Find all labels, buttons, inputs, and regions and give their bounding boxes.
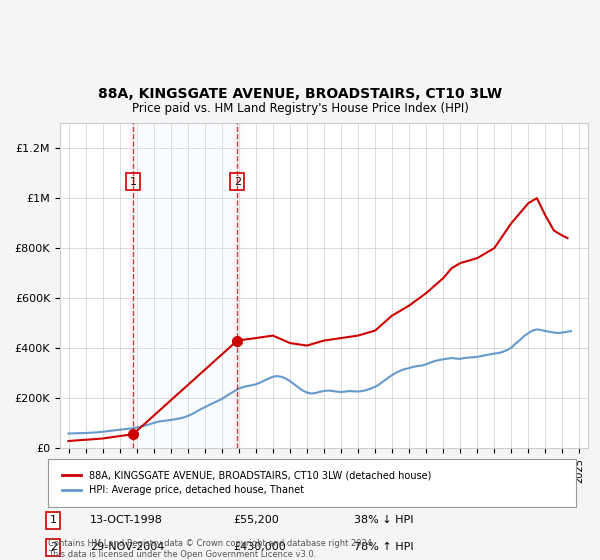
Text: 1: 1 (50, 515, 57, 525)
Text: Price paid vs. HM Land Registry's House Price Index (HPI): Price paid vs. HM Land Registry's House … (131, 102, 469, 115)
Text: 29-NOV-2004: 29-NOV-2004 (90, 542, 164, 552)
Text: 78% ↑ HPI: 78% ↑ HPI (354, 542, 414, 552)
Text: Contains HM Land Registry data © Crown copyright and database right 2024.
This d: Contains HM Land Registry data © Crown c… (48, 539, 374, 559)
Text: 88A, KINGSGATE AVENUE, BROADSTAIRS, CT10 3LW: 88A, KINGSGATE AVENUE, BROADSTAIRS, CT10… (98, 87, 502, 101)
Text: 2: 2 (234, 176, 241, 186)
Legend: 88A, KINGSGATE AVENUE, BROADSTAIRS, CT10 3LW (detached house), HPI: Average pric: 88A, KINGSGATE AVENUE, BROADSTAIRS, CT10… (58, 466, 436, 500)
Text: 13-OCT-1998: 13-OCT-1998 (90, 515, 163, 525)
Text: £430,000: £430,000 (233, 542, 286, 552)
Text: 2: 2 (50, 542, 57, 552)
Text: £55,200: £55,200 (233, 515, 278, 525)
Text: 38% ↓ HPI: 38% ↓ HPI (354, 515, 414, 525)
Text: 1: 1 (130, 176, 137, 186)
Bar (128, 123, 242, 448)
